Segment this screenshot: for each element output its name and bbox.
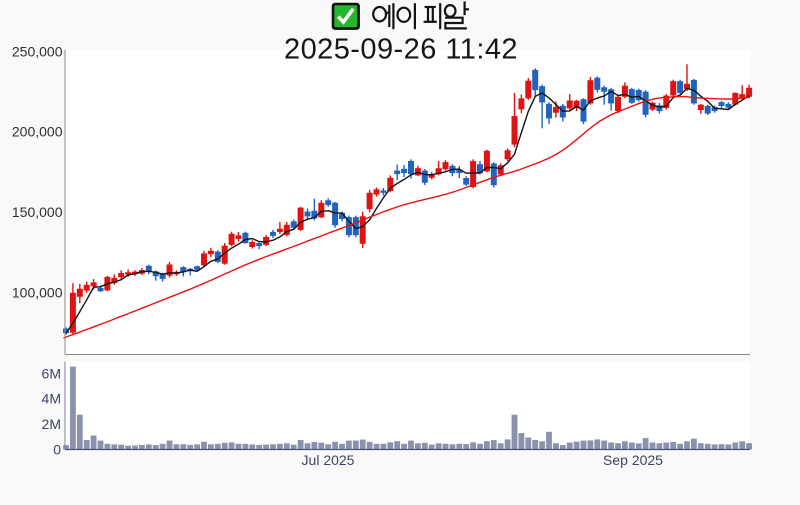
svg-text:150,000: 150,000 [12,204,63,220]
svg-text:Jul 2025: Jul 2025 [302,452,355,468]
svg-text:2M: 2M [42,416,61,432]
svg-text:100,000: 100,000 [12,285,63,301]
svg-text:6M: 6M [42,365,61,381]
svg-text:Sep 2025: Sep 2025 [603,452,663,468]
svg-text:4M: 4M [42,391,61,407]
svg-text:200,000: 200,000 [12,124,63,140]
svg-text:250,000: 250,000 [12,43,63,59]
svg-text:0: 0 [53,441,61,457]
svg-text:2025-09-26 11:42: 2025-09-26 11:42 [284,34,518,66]
